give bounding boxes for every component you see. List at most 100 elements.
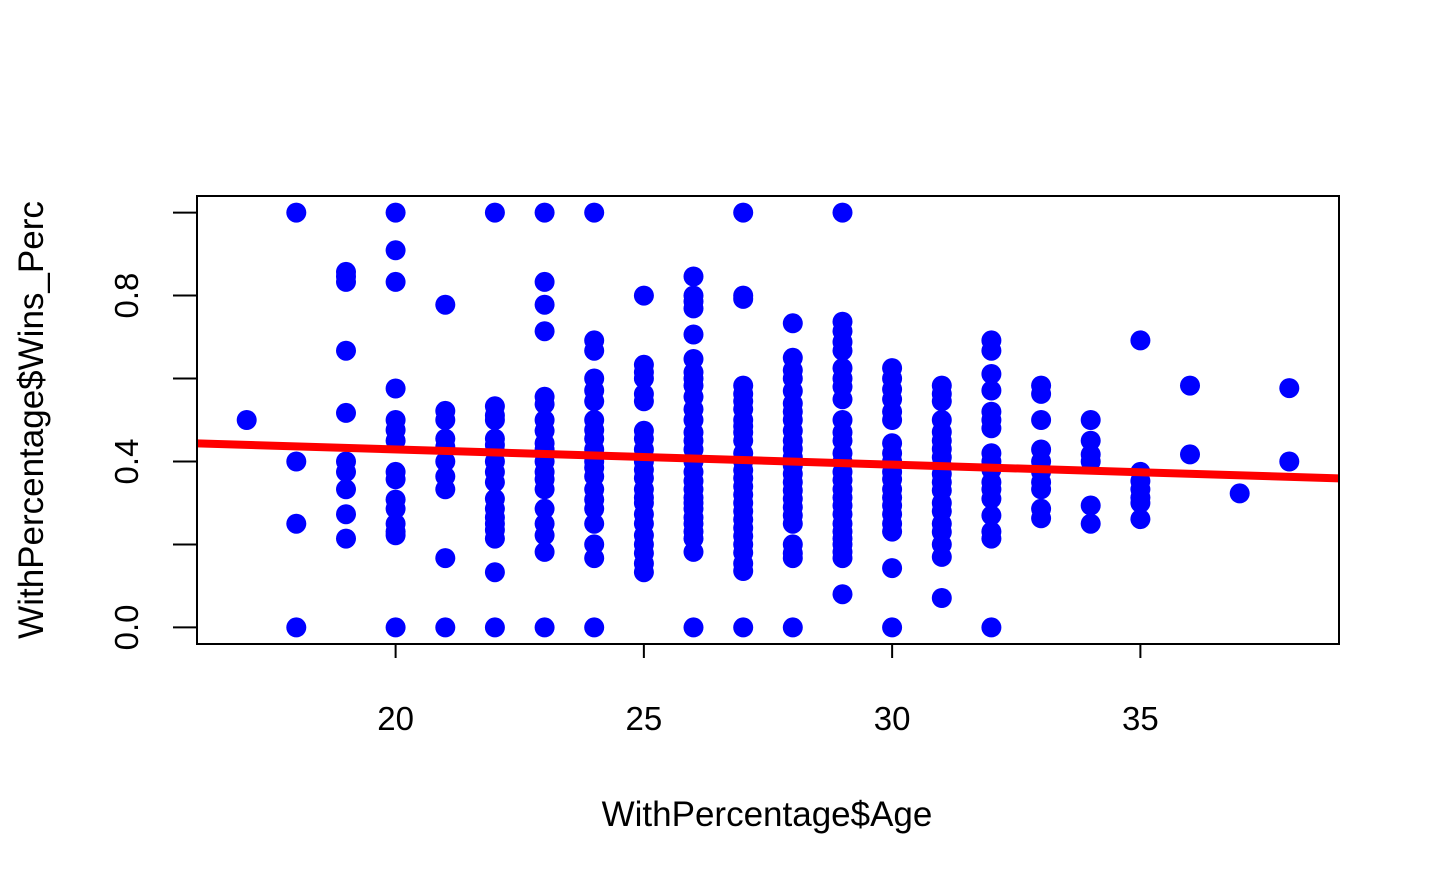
data-point	[534, 394, 555, 415]
data-point	[733, 202, 754, 223]
data-point	[683, 617, 704, 638]
y-axis: 0.0 0.4 0.8	[108, 211, 198, 650]
data-point	[981, 364, 1002, 384]
data-point	[385, 271, 406, 292]
data-point	[336, 271, 356, 292]
data-point	[1279, 378, 1300, 399]
data-point	[484, 617, 505, 638]
y-axis-label: WithPercentage$Wins_Perc	[12, 201, 51, 639]
data-point	[286, 617, 307, 638]
y-tick-label: 0.8	[108, 273, 145, 319]
data-point	[633, 391, 654, 412]
data-point	[1031, 508, 1052, 529]
data-point	[484, 562, 505, 583]
data-point	[981, 617, 1002, 638]
data-point	[385, 498, 406, 519]
data-point	[435, 548, 456, 569]
data-point	[484, 472, 505, 493]
data-point	[931, 588, 952, 608]
data-point	[435, 294, 456, 315]
data-point	[1130, 493, 1151, 513]
data-point	[981, 340, 1002, 361]
data-point	[782, 548, 803, 569]
data-point	[336, 340, 356, 361]
data-point	[385, 378, 406, 399]
x-tick-label: 30	[874, 700, 911, 737]
data-point	[931, 391, 952, 412]
data-point	[981, 418, 1002, 439]
x-tick-label: 20	[377, 700, 414, 737]
data-point	[1031, 410, 1052, 430]
data-point	[385, 202, 406, 223]
data-point	[584, 498, 605, 519]
data-point	[782, 513, 803, 534]
data-point	[534, 294, 555, 315]
data-point	[534, 541, 555, 562]
x-axis: 20 25 30 35	[377, 643, 1159, 737]
data-point	[534, 202, 555, 223]
data-point	[1279, 451, 1300, 472]
data-point	[1080, 495, 1101, 516]
data-point	[782, 313, 803, 334]
data-point	[882, 410, 903, 430]
data-point	[584, 617, 605, 638]
data-point	[1180, 375, 1200, 396]
y-tick-label: 0.4	[108, 439, 145, 485]
data-point	[484, 528, 505, 549]
data-point	[484, 202, 505, 223]
data-point	[534, 617, 555, 638]
data-point	[832, 548, 853, 569]
data-point	[286, 202, 307, 223]
data-point	[633, 368, 654, 389]
data-point	[1080, 410, 1101, 430]
x-tick-label: 35	[1122, 700, 1159, 737]
data-point	[336, 479, 356, 500]
data-point	[633, 562, 654, 583]
data-point	[981, 528, 1002, 549]
regression-line-layer	[197, 439, 1339, 483]
data-point	[435, 451, 456, 472]
data-point	[286, 451, 307, 472]
data-point	[733, 617, 754, 638]
data-point	[584, 534, 605, 555]
data-point	[336, 402, 356, 423]
data-point	[534, 321, 555, 342]
data-point	[832, 584, 853, 605]
data-point	[385, 469, 406, 490]
data-point	[931, 546, 952, 567]
data-point	[584, 548, 605, 569]
data-point	[236, 410, 257, 430]
data-point	[336, 504, 356, 525]
data-point	[981, 488, 1002, 509]
data-point	[1031, 383, 1052, 404]
data-point	[1229, 483, 1250, 504]
data-point	[584, 202, 605, 223]
data-point	[584, 340, 605, 361]
data-point	[882, 521, 903, 542]
data-point	[832, 340, 853, 361]
data-point	[336, 528, 356, 549]
data-point	[534, 479, 555, 500]
data-point	[584, 513, 605, 534]
data-point	[385, 240, 406, 261]
data-point	[435, 617, 456, 638]
data-point	[882, 617, 903, 638]
data-point	[1180, 444, 1200, 465]
data-point	[385, 525, 406, 546]
data-point	[1080, 451, 1101, 472]
data-point	[832, 389, 853, 410]
regression-line	[197, 439, 1339, 483]
data-point	[336, 461, 356, 482]
data-point	[385, 617, 406, 638]
data-point	[683, 324, 704, 345]
data-points	[236, 202, 1300, 638]
data-point	[882, 558, 903, 579]
data-point	[534, 498, 555, 519]
data-point	[633, 285, 654, 306]
data-point	[733, 561, 754, 581]
data-point	[534, 271, 555, 292]
data-point	[981, 505, 1002, 526]
data-point	[981, 380, 1002, 401]
data-point	[435, 479, 456, 500]
